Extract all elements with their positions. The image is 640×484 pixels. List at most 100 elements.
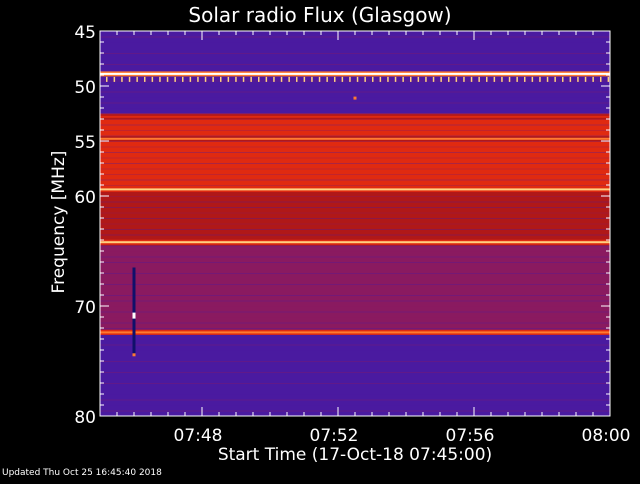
channel-stripe (100, 229, 610, 230)
interference-mark (227, 76, 230, 82)
channel-stripe (100, 394, 610, 395)
channel-stripe (100, 179, 610, 181)
interference-mark (432, 76, 435, 82)
x-tick-label: 07:48 (174, 426, 223, 446)
interference-mark (288, 76, 290, 82)
channel-stripe (100, 344, 610, 346)
interference-mark (166, 76, 169, 82)
interference-mark (387, 76, 389, 82)
channel-stripe (100, 207, 610, 208)
interference-mark (151, 76, 154, 82)
channel-stripe (100, 251, 610, 252)
interference-mark (189, 76, 192, 82)
channel-stripe (100, 130, 610, 131)
channel-stripe (100, 295, 610, 296)
interference-mark (106, 76, 108, 82)
channel-stripe (100, 53, 610, 54)
channel-stripe (100, 306, 610, 307)
channel-stripe (100, 366, 610, 368)
frequency-band (100, 190, 610, 246)
interference-mark (417, 76, 420, 82)
interference-mark (296, 76, 298, 82)
channel-stripe (100, 388, 610, 390)
updated-timestamp: Updated Thu Oct 25 16:45:40 2018 (2, 468, 162, 478)
channel-stripe (100, 256, 610, 258)
x-tick-label: 08:00 (582, 426, 631, 446)
channel-stripe (100, 102, 610, 104)
interference-mark (128, 76, 131, 82)
interference-mark (197, 76, 199, 82)
interference-mark (121, 76, 123, 82)
channel-stripe (100, 311, 610, 313)
interference-mark (349, 76, 351, 82)
interference-mark (478, 76, 480, 82)
interference-mark (326, 76, 328, 82)
interference-mark (448, 76, 450, 82)
channel-stripe (100, 300, 610, 302)
interference-mark (569, 76, 572, 82)
channel-stripe (100, 36, 610, 38)
frequency-band (100, 245, 610, 334)
burst-peak (132, 312, 136, 319)
channel-stripe (100, 157, 610, 159)
channel-stripe (100, 113, 610, 115)
channel-stripe (100, 289, 610, 291)
interference-mark (584, 76, 587, 82)
interference-mark (410, 76, 412, 82)
channel-stripe (100, 163, 610, 164)
interference-spot (353, 96, 357, 100)
interference-mark (486, 76, 488, 82)
channel-stripe (100, 91, 610, 93)
burst-tail (132, 353, 136, 357)
frequency-band (100, 333, 610, 416)
interference-mark (341, 76, 344, 82)
interference-mark (280, 76, 283, 82)
channel-stripe (100, 124, 610, 126)
interference-mark (501, 76, 503, 82)
emission-line (100, 115, 610, 118)
emission-line (100, 241, 610, 244)
y-tick-label: 45 (74, 23, 96, 43)
interference-mark (311, 76, 313, 82)
interference-mark (220, 76, 222, 82)
interference-mark (113, 76, 116, 82)
interference-mark (182, 76, 184, 82)
interference-mark (554, 76, 556, 82)
interference-mark (470, 76, 473, 82)
channel-stripe (100, 317, 610, 318)
interference-mark (144, 76, 146, 82)
channel-stripe (100, 278, 610, 280)
emission-line (100, 137, 610, 140)
interference-mark (493, 76, 496, 82)
interference-mark (379, 76, 382, 82)
x-tick-label: 07:56 (446, 426, 495, 446)
interference-mark (508, 76, 511, 82)
channel-stripe (100, 262, 610, 263)
channel-stripe (100, 141, 610, 142)
channel-stripe (100, 245, 610, 247)
channel-stripe (100, 405, 610, 406)
channel-stripe (100, 80, 610, 82)
interference-mark (159, 76, 161, 82)
interference-mark (425, 76, 427, 82)
interference-mark (440, 76, 442, 82)
y-tick-label: 70 (74, 298, 96, 318)
interference-mark (546, 76, 549, 82)
channel-stripe (100, 152, 610, 153)
channel-stripe (100, 174, 610, 175)
interference-mark (318, 76, 321, 82)
interference-mark (303, 76, 306, 82)
channel-stripe (100, 223, 610, 225)
channel-stripe (100, 218, 610, 219)
interference-mark (265, 76, 268, 82)
interference-mark (577, 76, 579, 82)
interference-mark (402, 76, 404, 82)
interference-mark (235, 76, 237, 82)
channel-stripe (100, 47, 610, 49)
interference-mark (531, 76, 534, 82)
interference-mark (273, 76, 275, 82)
channel-stripe (100, 42, 610, 43)
channel-stripe (100, 361, 610, 362)
y-tick-label: 60 (74, 188, 96, 208)
